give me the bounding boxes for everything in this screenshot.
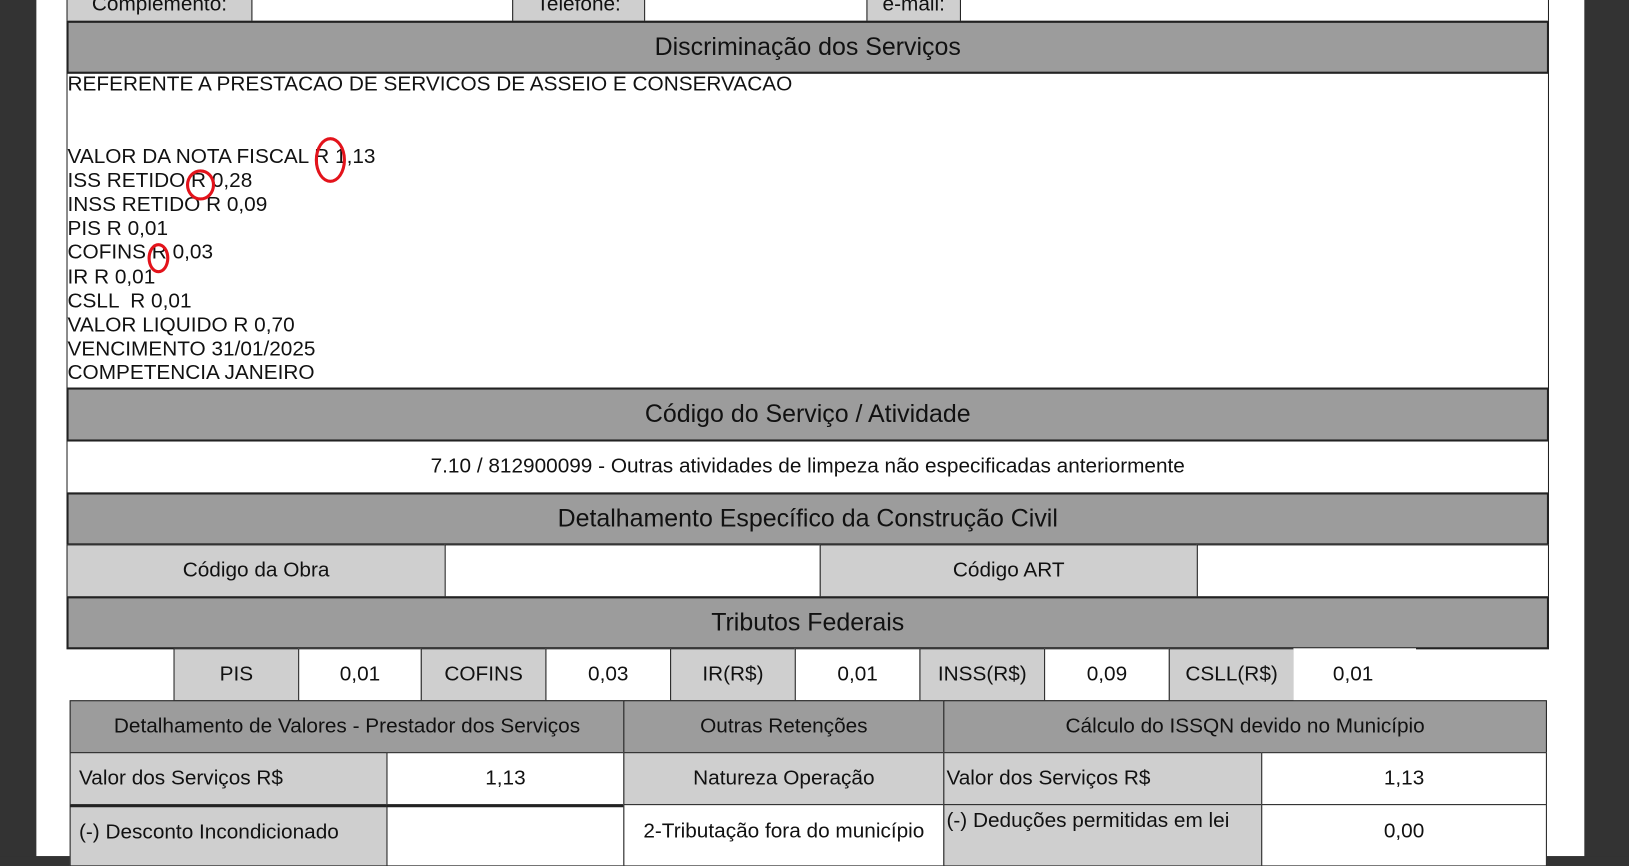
codigo-servico-value: 7.10 / 812900099 - Outras atividades de … [66,440,1549,494]
line: VALOR LIQUIDO R 0,70 [67,313,295,337]
deducoes-label: (-) Deduções permitidas em lei [943,804,1263,866]
ir-label: IR(R$) [670,648,796,702]
csll-value: 0,01 [1293,648,1417,702]
pis-value: 0,01 [298,648,422,702]
outras-retencoes-header: Outras Retenções [623,700,945,754]
issqn-valor-value: 1,13 [1261,752,1547,806]
codigo-art-label: Código ART [819,544,1198,598]
valor-servicos-label: Valor dos Serviços R$ [69,752,388,806]
codigo-obra-value [444,544,821,598]
inss-value: 0,09 [1044,648,1170,702]
issqn-header: Cálculo do ISSQN devido no Município [943,700,1547,754]
line: INSS RETIDO R 0,09 [67,193,268,217]
codigo-obra-label: Código da Obra [66,544,446,598]
cofins-value: 0,03 [545,648,672,702]
line: REFERENTE A PRESTACAO DE SERVICOS DE ASS… [67,72,793,96]
line: COFINS R 0,03 [67,241,214,265]
cofins-label: COFINS [420,648,547,702]
annotation-circle [314,137,346,183]
desconto-label: (-) Desconto Incondicionado [69,804,388,866]
valor-servicos-value: 1,13 [386,752,625,806]
deducoes-value: 0,00 [1261,804,1547,866]
natureza-value: 2-Tributação fora do município [623,804,945,866]
desconto-value [386,804,625,866]
csll-label: CSLL(R$) [1168,648,1295,702]
natureza-label: Natureza Operação [623,752,945,806]
complemento-label: Complemento: [66,0,253,22]
discriminacao-header: Discriminação dos Serviços [66,20,1549,74]
email-label: e-mail: [866,0,961,22]
annotation-circle [147,243,170,274]
codigo-art-value [1196,544,1549,598]
line [68,121,1548,145]
line: VALOR DA NOTA FISCAL R 1,13 [67,145,376,168]
prestador-header: Detalhamento de Valores - Prestador dos … [69,700,625,754]
tributos-header: Tributos Federais [66,596,1549,650]
line: PIS R 0,01 [67,217,169,241]
email-value [959,0,1549,22]
telefone-label: Telefone: [512,0,646,22]
line [68,97,1548,121]
line: CSLL R 0,01 [67,289,192,313]
line: VENCIMENTO 31/01/2025 [67,337,316,361]
line: ISS RETIDO R 0,28 [67,169,253,193]
telefone-value [644,0,868,22]
pis-label: PIS [173,648,300,702]
line: COMPETENCIA JANEIRO [67,361,315,385]
discriminacao-body: REFERENTE A PRESTACAO DE SERVICOS DE ASS… [66,72,1549,389]
construcao-civil-header: Detalhamento Específico da Construção Ci… [66,492,1549,546]
issqn-valor-label: Valor dos Serviços R$ [943,752,1263,806]
ir-value: 0,01 [794,648,921,702]
annotation-circle [185,169,216,201]
inss-label: INSS(R$) [919,648,1046,702]
line: IR R 0,01 [67,265,156,289]
complemento-value [251,0,514,22]
codigo-servico-header: Código do Serviço / Atividade [66,387,1549,442]
